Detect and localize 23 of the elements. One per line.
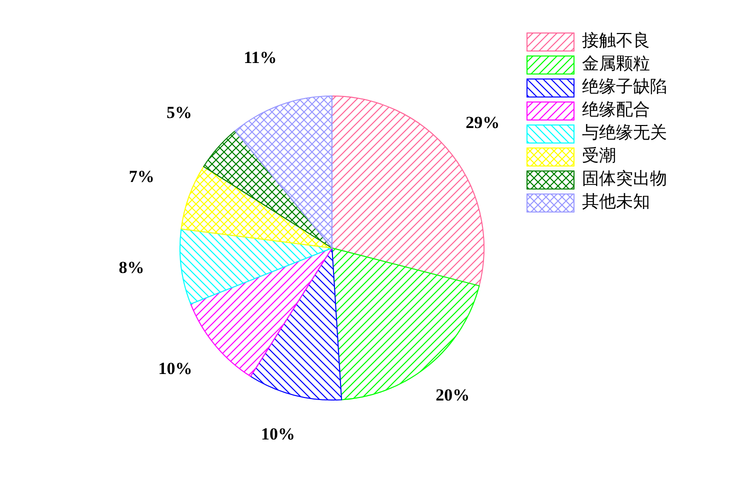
data-label: 20% — [436, 385, 470, 404]
pie-slice — [332, 248, 480, 400]
legend-label: 固体突出物 — [582, 168, 667, 191]
legend-label: 金属颗粒 — [582, 53, 650, 76]
data-label: 10% — [158, 359, 192, 378]
data-label: 5% — [166, 103, 192, 122]
legend-label: 与绝缘无关 — [582, 122, 667, 145]
legend-label: 受潮 — [582, 145, 616, 168]
pie-slice — [234, 96, 332, 248]
pie-slice — [250, 248, 342, 400]
legend-label: 其他未知 — [582, 191, 650, 214]
legend-label: 绝缘配合 — [582, 99, 650, 122]
pie-slice — [180, 228, 332, 304]
legend-label: 绝缘子缺陷 — [582, 76, 667, 99]
data-label: 11% — [244, 48, 277, 68]
pie-slice — [190, 248, 332, 377]
pie-slice — [203, 130, 332, 248]
data-label: 7% — [128, 166, 154, 186]
legend-label: 接触不良 — [582, 30, 650, 53]
pie-slice — [180, 166, 332, 248]
data-label: 10% — [261, 424, 296, 444]
data-label: 29% — [466, 112, 500, 132]
data-label: 8% — [118, 258, 144, 278]
